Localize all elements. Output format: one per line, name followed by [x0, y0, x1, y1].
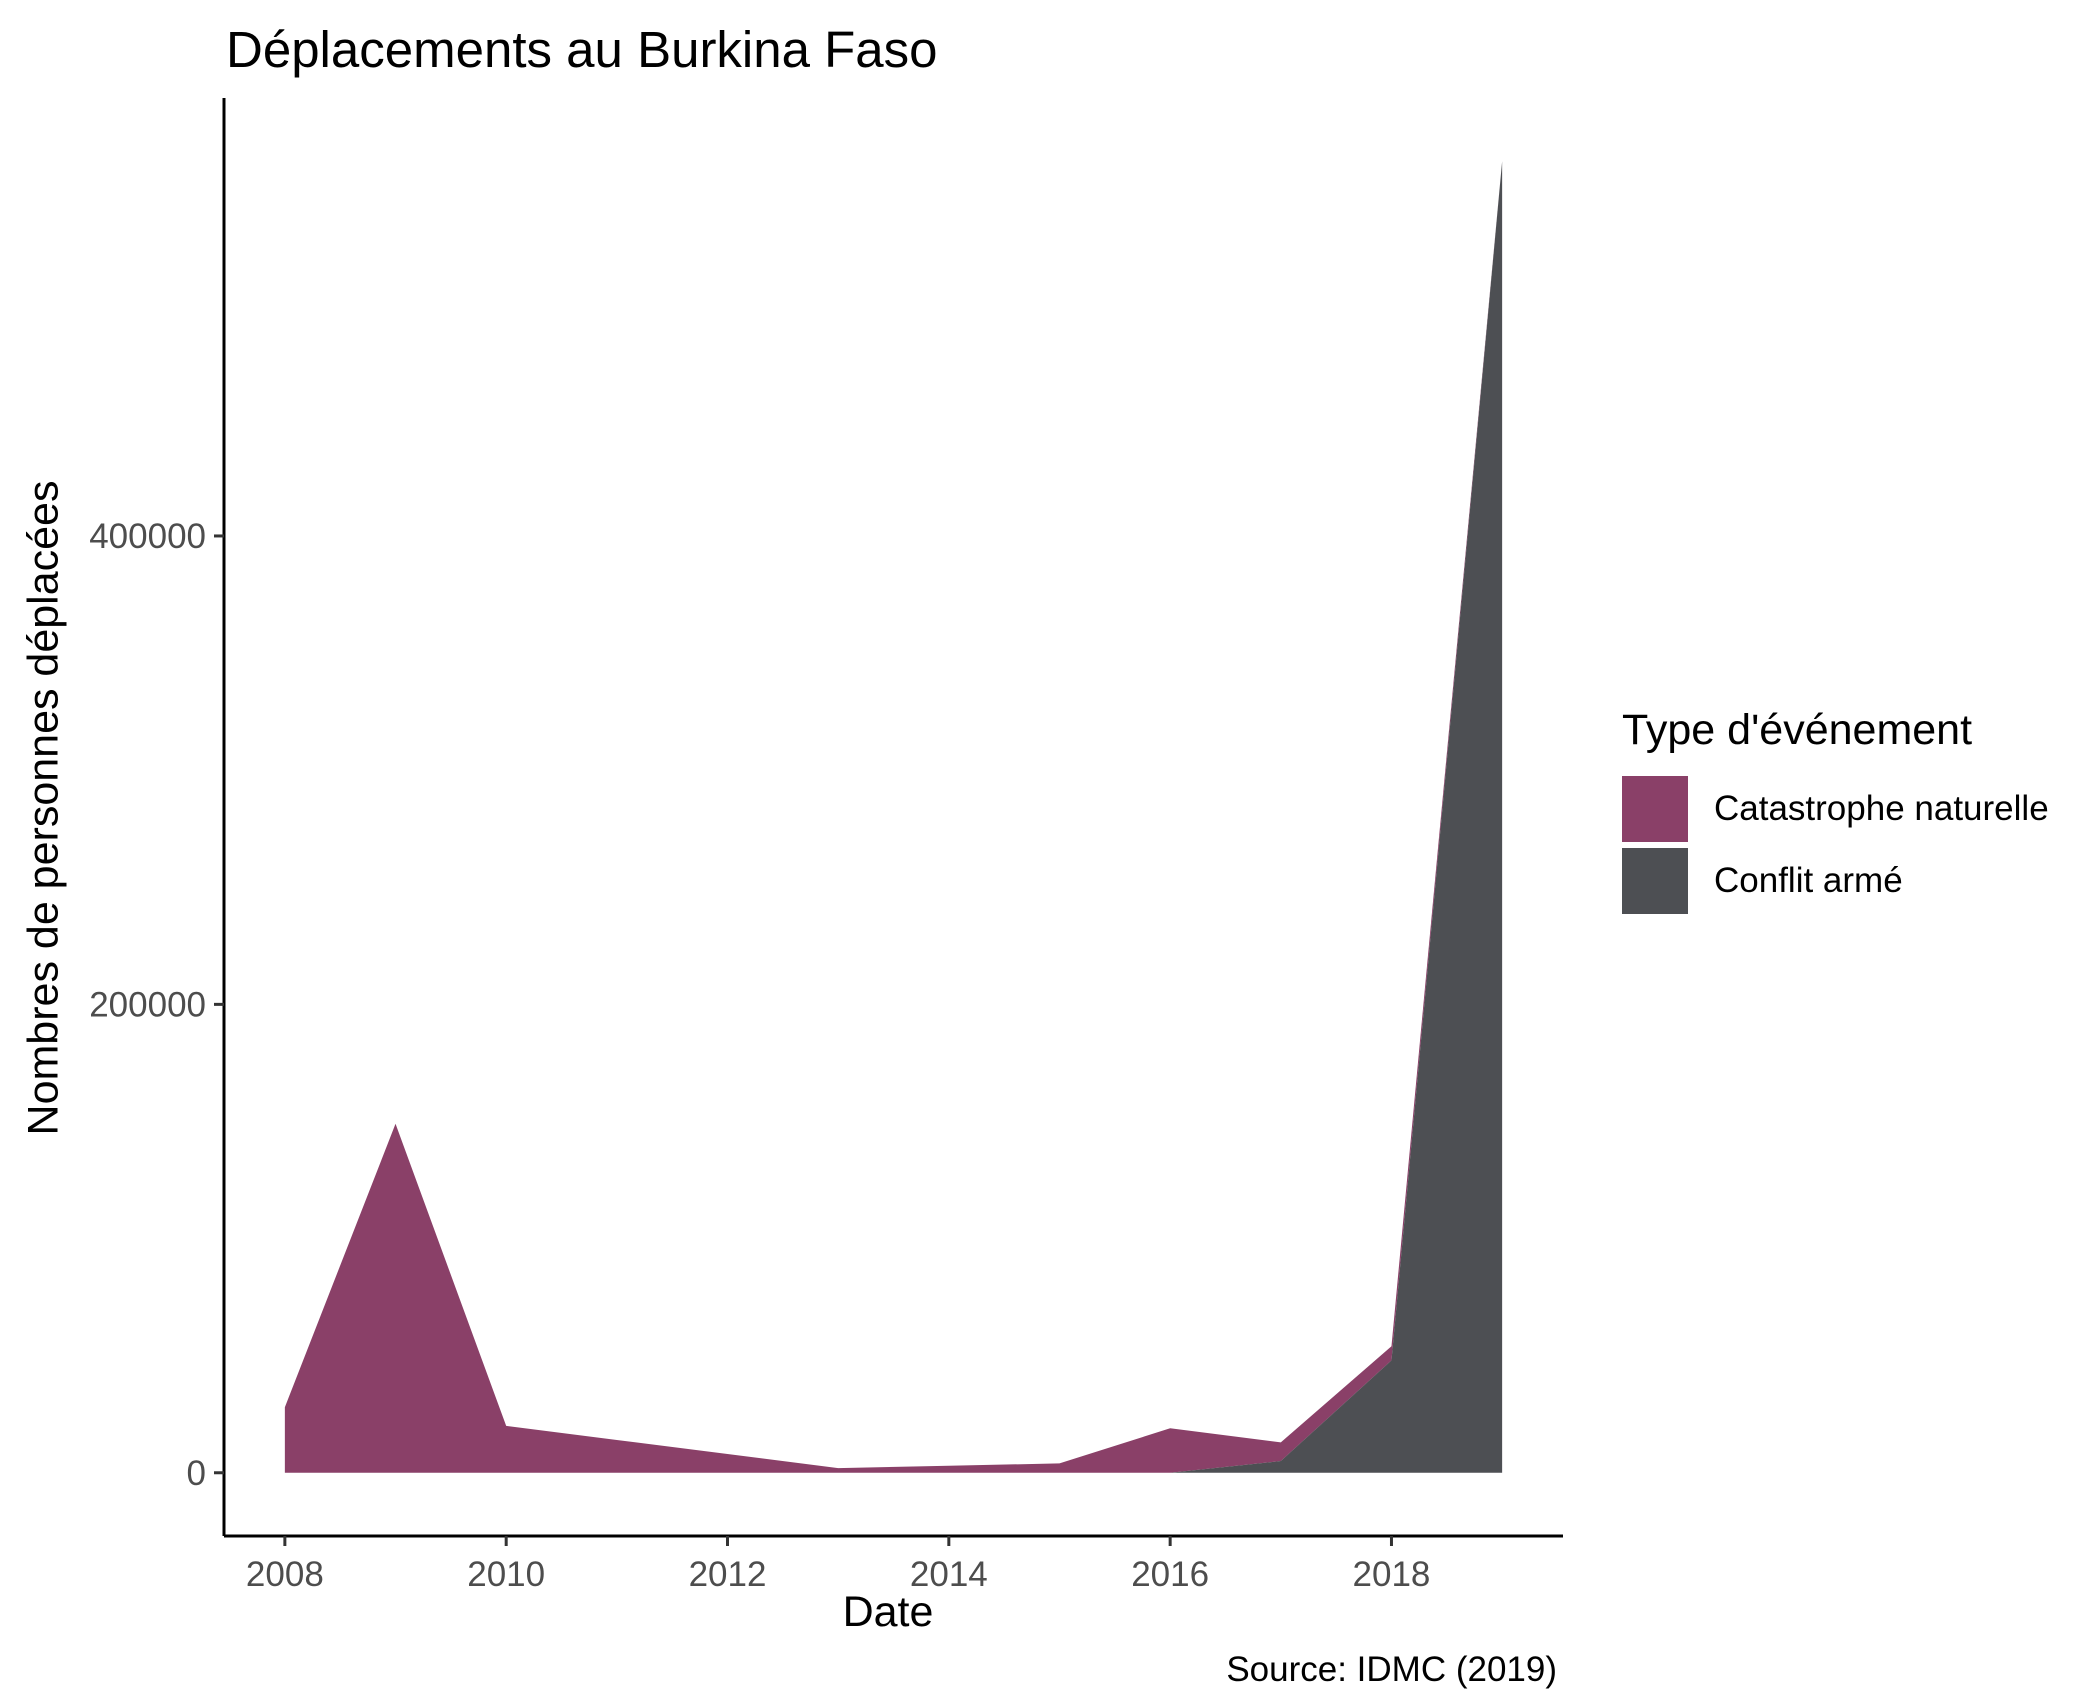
area-layer [284, 161, 1503, 1473]
source-caption: Source: IDMC (2019) [1226, 1650, 1557, 1689]
legend-label-conflit: Conflit armé [1714, 861, 1903, 900]
legend-item-catastrophe: Catastrophe naturelle [1622, 776, 2049, 842]
x-tick-label: 2014 [910, 1555, 988, 1594]
legend-label-catastrophe: Catastrophe naturelle [1714, 789, 2049, 828]
chart-title: Déplacements au Burkina Faso [226, 21, 938, 78]
area-catastrophe-naturelle [284, 161, 1503, 1473]
area-conflit-arme [284, 161, 1503, 1473]
y-tick-label: 0 [187, 1454, 206, 1493]
x-tick-label: 2016 [1131, 1555, 1209, 1594]
x-tick-label: 2012 [689, 1555, 767, 1594]
x-tick-label: 2010 [467, 1555, 545, 1594]
x-tick-label: 2008 [246, 1555, 324, 1594]
legend-title: Type d'événement [1622, 706, 1973, 754]
legend-swatch-conflit [1622, 848, 1688, 914]
y-tick-label: 400000 [89, 517, 206, 556]
x-tick-label: 2018 [1353, 1555, 1431, 1594]
legend-swatch-catastrophe [1622, 776, 1688, 842]
y-tick-label: 200000 [89, 985, 206, 1024]
axes-layer: 0 200000 400000 2008 2010 2012 2014 2016 2018 [89, 98, 1563, 1594]
x-axis-label: Date [842, 1588, 934, 1636]
legend-item-conflit: Conflit armé [1622, 848, 1903, 914]
y-axis-label: Nombres de personnes déplacées [19, 480, 68, 1136]
